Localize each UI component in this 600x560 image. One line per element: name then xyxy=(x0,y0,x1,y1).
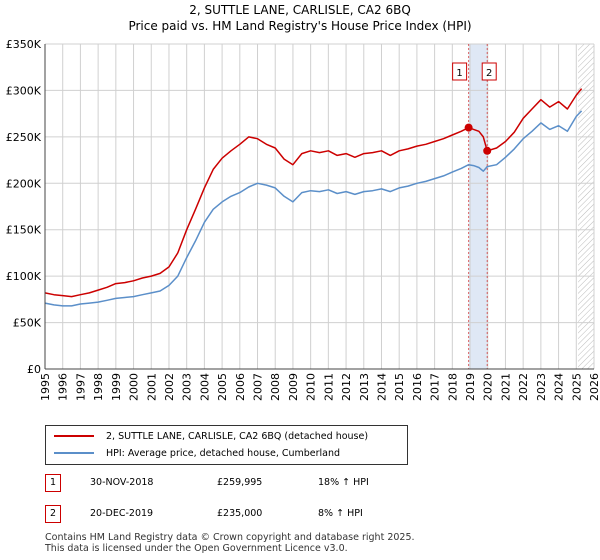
transaction-date: 20-DEC-2019 xyxy=(90,508,154,519)
x-tick-label: 2013 xyxy=(358,373,371,401)
x-tick-label: 2004 xyxy=(198,373,211,401)
x-tick-label: 1998 xyxy=(92,373,105,401)
x-tick-label: 2022 xyxy=(517,373,530,401)
x-tick-label: 2014 xyxy=(375,373,388,401)
price-chart: 1 2 £0 £50K £100K £150K £200K £250K £300K £350K 19… xyxy=(6,38,600,401)
y-tick-label: £200K xyxy=(6,177,42,190)
x-tick-label: 2008 xyxy=(269,373,282,401)
x-tick-label: 2005 xyxy=(216,373,229,401)
annotation-label: 1 xyxy=(456,68,462,79)
x-tick-label: 2003 xyxy=(181,373,194,401)
x-tick-label: 2020 xyxy=(482,373,495,401)
x-tick-label: 2011 xyxy=(322,373,335,401)
transaction-badge: 2 xyxy=(45,505,61,523)
x-tick-label: 2021 xyxy=(499,373,512,401)
y-tick-label: £250K xyxy=(6,131,42,144)
x-tick-label: 2026 xyxy=(588,373,600,401)
x-tick-label: 1997 xyxy=(74,373,87,401)
transaction-price: £259,995 xyxy=(217,477,263,488)
chart-title: 2, SUTTLE LANE, CARLISLE, CA2 6BQ xyxy=(189,3,411,17)
x-tick-label: 2017 xyxy=(429,373,442,401)
legend-label-hpi: HPI: Average price, detached house, Cumb… xyxy=(106,447,341,459)
x-tick-label: 1996 xyxy=(57,373,70,401)
x-tick-label: 2010 xyxy=(305,373,318,401)
footer-licence: This data is licensed under the Open Gov… xyxy=(45,543,348,554)
transaction-hpi: 8% ↑ HPI xyxy=(318,508,363,519)
legend-item-price: 2, SUTTLE LANE, CARLISLE, CA2 6BQ (detac… xyxy=(54,428,368,444)
x-tick-label: 2019 xyxy=(464,373,477,401)
legend: 2, SUTTLE LANE, CARLISLE, CA2 6BQ (detac… xyxy=(45,425,408,465)
legend-label-price: 2, SUTTLE LANE, CARLISLE, CA2 6BQ (detac… xyxy=(106,430,369,442)
transaction-price: £235,000 xyxy=(217,508,263,519)
x-tick-label: 2007 xyxy=(252,373,265,401)
y-tick-label: £350K xyxy=(6,38,42,51)
y-tick-label: £50K xyxy=(13,317,42,330)
x-tick-label: 1995 xyxy=(39,373,52,401)
x-tick-label: 1999 xyxy=(110,373,123,401)
x-tick-label: 2009 xyxy=(287,373,300,401)
forecast-hatch xyxy=(578,44,594,369)
transaction-date: 30-NOV-2018 xyxy=(90,477,154,488)
legend-swatch-hpi xyxy=(54,452,94,454)
x-tick-label: 2015 xyxy=(393,373,406,401)
x-tick-label: 2018 xyxy=(446,373,459,401)
x-tick-label: 2002 xyxy=(163,373,176,401)
x-tick-label: 2001 xyxy=(145,373,158,401)
x-tick-label: 2016 xyxy=(411,373,424,401)
x-tick-label: 2024 xyxy=(553,373,566,401)
y-tick-label: £100K xyxy=(6,270,42,283)
transaction-badge: 1 xyxy=(45,474,61,492)
footer-copyright: Contains HM Land Registry data © Crown c… xyxy=(45,532,415,543)
legend-item-hpi: HPI: Average price, detached house, Cumb… xyxy=(54,445,340,461)
x-tick-label: 2006 xyxy=(234,373,247,401)
transaction-band xyxy=(468,44,488,369)
legend-swatch-price xyxy=(54,435,94,437)
annotation-box xyxy=(452,62,468,81)
price-paid-line xyxy=(44,88,583,298)
y-tick-label: £150K xyxy=(6,224,42,237)
hpi-line xyxy=(44,110,583,307)
chart-subtitle: Price paid vs. HM Land Registry's House … xyxy=(128,19,472,33)
transaction-point xyxy=(483,146,492,155)
y-tick-label: £0 xyxy=(27,363,41,376)
y-tick-label: £300K xyxy=(6,84,42,97)
x-tick-label: 2025 xyxy=(570,373,583,401)
transaction-point xyxy=(464,123,473,132)
annotation-label: 2 xyxy=(486,68,492,79)
x-tick-label: 2012 xyxy=(340,373,353,401)
x-tick-label: 2023 xyxy=(535,373,548,401)
annotation-box xyxy=(481,62,497,81)
transaction-hpi: 18% ↑ HPI xyxy=(318,477,369,488)
x-tick-label: 2000 xyxy=(128,373,141,401)
